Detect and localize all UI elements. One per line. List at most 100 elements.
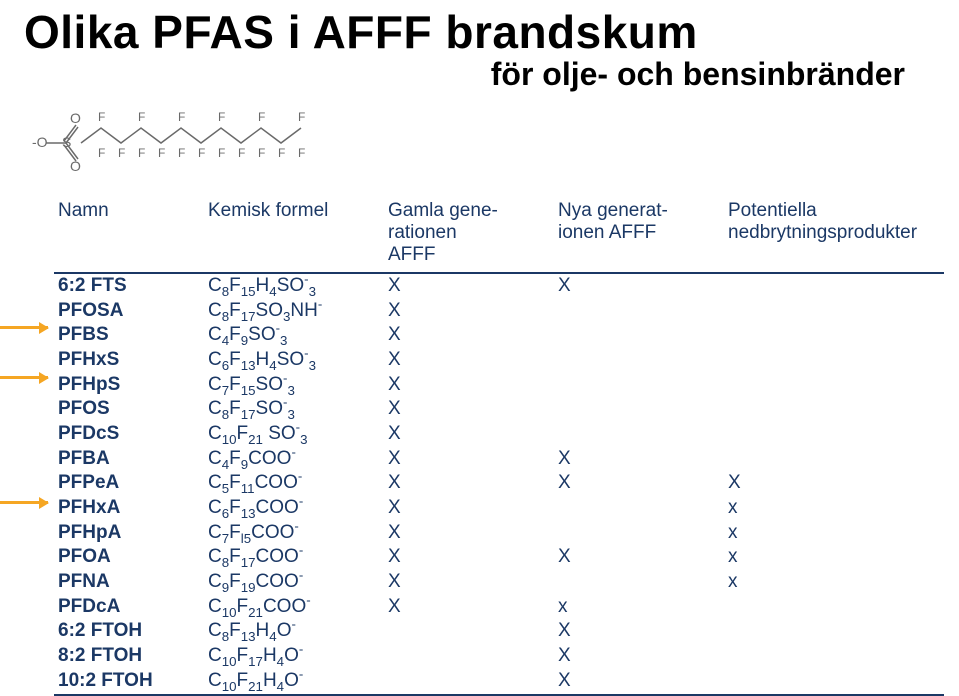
- cell-gam: X: [384, 570, 554, 595]
- svg-text:-O: -O: [32, 134, 48, 150]
- svg-text:F: F: [138, 110, 145, 124]
- cell-name: PFHpS: [54, 373, 204, 398]
- cell-gam: X: [384, 299, 554, 324]
- svg-text:F: F: [258, 110, 265, 124]
- pfas-table: Namn Kemisk formel Gamla gene- rationen …: [54, 198, 944, 695]
- cell-formula: C7Fl5COO-: [204, 521, 384, 546]
- svg-text:F: F: [138, 146, 145, 160]
- cell-nya: [554, 570, 724, 595]
- cell-gam: [384, 619, 554, 644]
- cell-nya: X: [554, 619, 724, 644]
- cell-nya: [554, 422, 724, 447]
- cell-gam: X: [384, 422, 554, 447]
- cell-name: PFDcS: [54, 422, 204, 447]
- table-row: PFDcSC10F21 SO-3X: [54, 422, 944, 447]
- cell-name: 6:2 FTS: [54, 273, 204, 299]
- table-row: PFHpAC7Fl5COO-Xx: [54, 521, 944, 546]
- svg-text:F: F: [238, 146, 245, 160]
- cell-formula: C6F13H4SO-3: [204, 348, 384, 373]
- svg-text:F: F: [258, 146, 265, 160]
- cell-nya: x: [554, 595, 724, 620]
- table-row: PFNAC9F19COO-Xx: [54, 570, 944, 595]
- svg-text:F: F: [218, 146, 225, 160]
- arrow-pfhxs: [0, 326, 48, 329]
- cell-formula: C5F11COO-: [204, 471, 384, 496]
- cell-name: PFPeA: [54, 471, 204, 496]
- arrow-pfoa: [0, 501, 48, 504]
- cell-name: PFOA: [54, 545, 204, 570]
- cell-nya: [554, 496, 724, 521]
- cell-gam: X: [384, 521, 554, 546]
- cell-pot: [724, 348, 944, 373]
- cell-gam: X: [384, 471, 554, 496]
- cell-pot: [724, 373, 944, 398]
- cell-nya: [554, 397, 724, 422]
- cell-formula: C7F15SO-3: [204, 373, 384, 398]
- page-subtitle: för olje- och bensinbränder: [24, 56, 905, 93]
- cell-formula: C8F17SO-3: [204, 397, 384, 422]
- cell-gam: X: [384, 273, 554, 299]
- svg-text:S: S: [62, 134, 71, 150]
- cell-name: PFBA: [54, 447, 204, 472]
- svg-text:F: F: [178, 146, 185, 160]
- cell-nya: X: [554, 545, 724, 570]
- col-gam: Gamla gene- rationen AFFF: [384, 198, 554, 273]
- cell-name: 6:2 FTOH: [54, 619, 204, 644]
- table-row: PFBSC4F9SO-3X: [54, 323, 944, 348]
- table-row: 8:2 FTOHC10F17H4O-X: [54, 644, 944, 669]
- cell-pot: [724, 397, 944, 422]
- cell-nya: X: [554, 471, 724, 496]
- cell-gam: X: [384, 447, 554, 472]
- cell-pot: [724, 447, 944, 472]
- arrow-pfos: [0, 376, 48, 379]
- cell-formula: C9F19COO-: [204, 570, 384, 595]
- cell-formula: C10F21COO-: [204, 595, 384, 620]
- col-formula: Kemisk formel: [204, 198, 384, 273]
- cell-nya: [554, 521, 724, 546]
- cell-name: PFNA: [54, 570, 204, 595]
- table-row: PFPeAC5F11COO-XXX: [54, 471, 944, 496]
- svg-text:F: F: [278, 146, 285, 160]
- table-row: PFHxSC6F13H4SO-3X: [54, 348, 944, 373]
- cell-pot: [724, 619, 944, 644]
- svg-text:F: F: [298, 110, 305, 124]
- cell-gam: [384, 644, 554, 669]
- cell-pot: X: [724, 471, 944, 496]
- cell-pot: [724, 422, 944, 447]
- cell-name: PFOS: [54, 397, 204, 422]
- svg-text:O: O: [70, 158, 81, 174]
- cell-name: PFDcA: [54, 595, 204, 620]
- cell-pot: x: [724, 496, 944, 521]
- cell-formula: C8F17SO3NH-: [204, 299, 384, 324]
- cell-name: PFHpA: [54, 521, 204, 546]
- table-row: 6:2 FTSC8F15H4SO-3XX: [54, 273, 944, 299]
- cell-pot: x: [724, 545, 944, 570]
- svg-text:F: F: [158, 146, 165, 160]
- cell-name: PFBS: [54, 323, 204, 348]
- col-nya: Nya generat- ionen AFFF: [554, 198, 724, 273]
- chemical-structure: -O O O S FFFFFF FFFFF FFFFFF: [26, 103, 935, 188]
- svg-text:F: F: [98, 110, 105, 124]
- cell-gam: X: [384, 595, 554, 620]
- cell-formula: C4F9SO-3: [204, 323, 384, 348]
- cell-nya: [554, 299, 724, 324]
- table-row: PFHxAC6F13COO-Xx: [54, 496, 944, 521]
- svg-text:F: F: [218, 110, 225, 124]
- cell-name: PFHxS: [54, 348, 204, 373]
- table-row: PFHpSC7F15SO-3X: [54, 373, 944, 398]
- table-row: PFOAC8F17COO-XXx: [54, 545, 944, 570]
- cell-name: 8:2 FTOH: [54, 644, 204, 669]
- svg-text:F: F: [298, 146, 305, 160]
- cell-formula: C8F13H4O-: [204, 619, 384, 644]
- cell-pot: [724, 644, 944, 669]
- cell-gam: X: [384, 397, 554, 422]
- cell-formula: C6F13COO-: [204, 496, 384, 521]
- table-row: PFDcAC10F21COO-Xx: [54, 595, 944, 620]
- table-row: PFOSC8F17SO-3X: [54, 397, 944, 422]
- cell-formula: C8F17COO-: [204, 545, 384, 570]
- cell-nya: [554, 323, 724, 348]
- cell-nya: X: [554, 644, 724, 669]
- cell-nya: X: [554, 447, 724, 472]
- cell-pot: [724, 595, 944, 620]
- table-row: PFBAC4F9COO-XX: [54, 447, 944, 472]
